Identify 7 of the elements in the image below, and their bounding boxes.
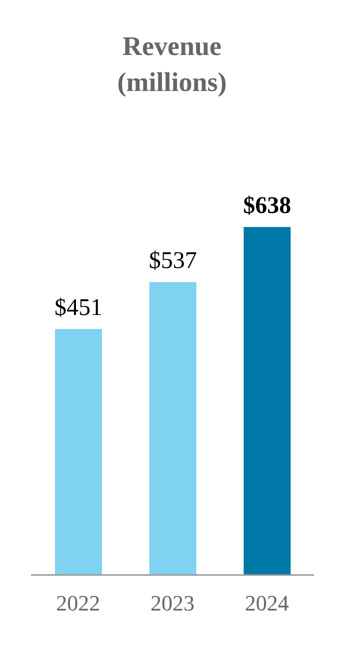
x-tick-label: 2023 (150, 590, 194, 616)
x-tick-label: 2022 (56, 590, 100, 616)
chart-title: Revenue (millions) (116, 30, 228, 99)
data-label: $537 (148, 248, 197, 274)
data-label: $638 (243, 193, 292, 219)
data-label: $451 (54, 295, 102, 321)
x-tick-label: 2024 (244, 590, 289, 616)
